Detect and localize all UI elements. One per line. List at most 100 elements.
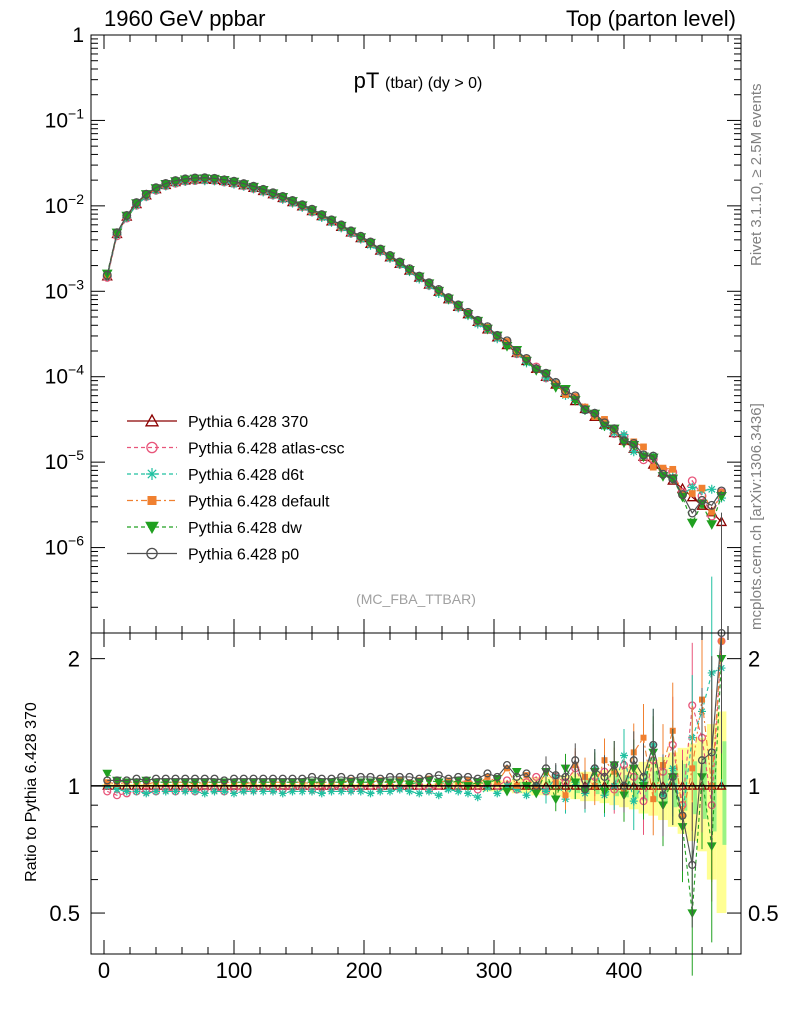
- y-tick-label: 1: [72, 24, 84, 47]
- series-3-ratio-point: [650, 796, 657, 803]
- ratio-plot: 0.5 0.5 1 1 2 2 0 100 200 300 400 Ratio to Pythia 6…: [23, 35, 779, 983]
- series-5-ratio-point: [502, 761, 512, 770]
- series-5-point: [395, 257, 405, 267]
- series-5-point: [600, 418, 609, 428]
- series-4-ratio-point: [443, 780, 454, 790]
- series-2-ratio-point: [629, 797, 638, 806]
- series-2-ratio-point: [230, 789, 238, 798]
- series-2-ratio-point: [620, 751, 628, 760]
- legend-label: Pythia 6.428 atlas-csc: [188, 441, 345, 458]
- x-tick-label: 0: [98, 958, 110, 983]
- series-3-point: [649, 463, 657, 471]
- series-5-point: [551, 377, 561, 387]
- series-5-point: [697, 495, 707, 505]
- series-5-ratio-point: [385, 772, 395, 781]
- ratio-y-tick-label: 1: [68, 774, 80, 799]
- series-3-ratio-point: [689, 765, 696, 772]
- series-5-ratio-point: [288, 774, 297, 783]
- series-5-point: [522, 353, 531, 363]
- series-2-ratio-point: [337, 787, 346, 796]
- series-2-ratio-point: [454, 787, 463, 796]
- series-5-point: [171, 176, 180, 186]
- series-5-ratio-point: [327, 774, 336, 783]
- series-5-ratio-point: [707, 748, 716, 757]
- series-5-point: [239, 179, 249, 189]
- series-5-ratio-point: [444, 774, 453, 783]
- series-2-ratio-point: [473, 793, 482, 802]
- y-tick-label: 10−4: [45, 362, 85, 389]
- series-4-ratio-point: [511, 768, 522, 777]
- series-5-point: [453, 300, 463, 310]
- series-4-point: [530, 366, 542, 376]
- series-5-ratio-point: [112, 776, 122, 785]
- series-5-ratio-point: [161, 774, 170, 783]
- series-5-point: [327, 215, 336, 225]
- series-5-ratio-point: [639, 772, 648, 781]
- ratio-y-tick-label: 0.5: [49, 901, 80, 926]
- series-5-ratio-point: [590, 764, 599, 773]
- series-5-ratio-point: [356, 772, 365, 781]
- series-5-point: [375, 244, 385, 254]
- y-tick-label: 10−5: [45, 447, 85, 474]
- series-5-ratio-point: [210, 774, 219, 783]
- series-4-point: [706, 520, 718, 530]
- series-2-point: [619, 430, 629, 440]
- series-5-point: [648, 451, 658, 461]
- series-2-point: [629, 447, 639, 457]
- series-2-ratio-point: [444, 785, 453, 794]
- legend-marker: [146, 547, 158, 560]
- series-5-point: [678, 490, 687, 500]
- series-5-ratio-point: [571, 756, 580, 765]
- series-5-point: [639, 450, 648, 460]
- legend-marker: [144, 413, 160, 427]
- series-4-ratio-point: [531, 789, 542, 799]
- series-5-ratio-point: [142, 776, 151, 785]
- series-5-point: [278, 191, 288, 201]
- series-2-ratio-point: [512, 785, 521, 794]
- series-5-point: [492, 330, 502, 340]
- series-3-ratio-point: [562, 792, 569, 799]
- series-5-ratio-point: [678, 811, 687, 820]
- series-5-point: [531, 364, 541, 374]
- series-2-ratio-point: [239, 787, 248, 796]
- series-2-ratio-point: [269, 787, 277, 796]
- legend-label: Pythia 6.428 p0: [188, 547, 299, 564]
- series-2-ratio-point: [200, 789, 209, 798]
- series-1-ratio-point: [532, 772, 541, 781]
- series-5-ratio-point: [346, 774, 356, 783]
- series-2-ratio-point: [356, 787, 365, 796]
- series-5-ratio-point: [522, 769, 531, 778]
- series-5-point: [707, 500, 717, 510]
- series-5-ratio-point: [415, 774, 424, 783]
- series-4-point: [179, 175, 191, 186]
- series-2-ratio-point: [113, 785, 121, 794]
- series-4-point: [686, 518, 698, 529]
- series-4-ratio-point: [385, 778, 395, 788]
- series-3-point: [640, 443, 647, 451]
- plot-title: pT (tbar) (dy > 0): [354, 68, 483, 93]
- series-5-ratio-point: [239, 774, 248, 783]
- series-5-ratio-point: [551, 771, 560, 780]
- series-5-point: [132, 198, 141, 208]
- ratio-y-tick-label-right: 0.5: [748, 901, 779, 926]
- series-5-ratio-point: [629, 756, 638, 765]
- series-2-ratio-point: [152, 787, 160, 796]
- series-5-point: [336, 220, 346, 230]
- series-2-ratio-point: [161, 787, 170, 796]
- band-green: [722, 741, 727, 845]
- series-5-point: [297, 200, 307, 210]
- series-5-point: [249, 181, 258, 191]
- y-tick-label: 10−3: [45, 276, 85, 303]
- series-3-point: [659, 464, 667, 472]
- series-5-ratio-point: [366, 772, 375, 781]
- series-5-point: [561, 386, 570, 396]
- series-5-point: [356, 231, 366, 241]
- series-5-point: [668, 474, 678, 484]
- series-4-point: [131, 199, 142, 209]
- main-frame: [90, 34, 742, 634]
- series-5-point: [307, 204, 317, 214]
- series-5-point: [180, 174, 190, 184]
- series-5-point: [512, 346, 522, 356]
- series-1-line: [106, 179, 723, 518]
